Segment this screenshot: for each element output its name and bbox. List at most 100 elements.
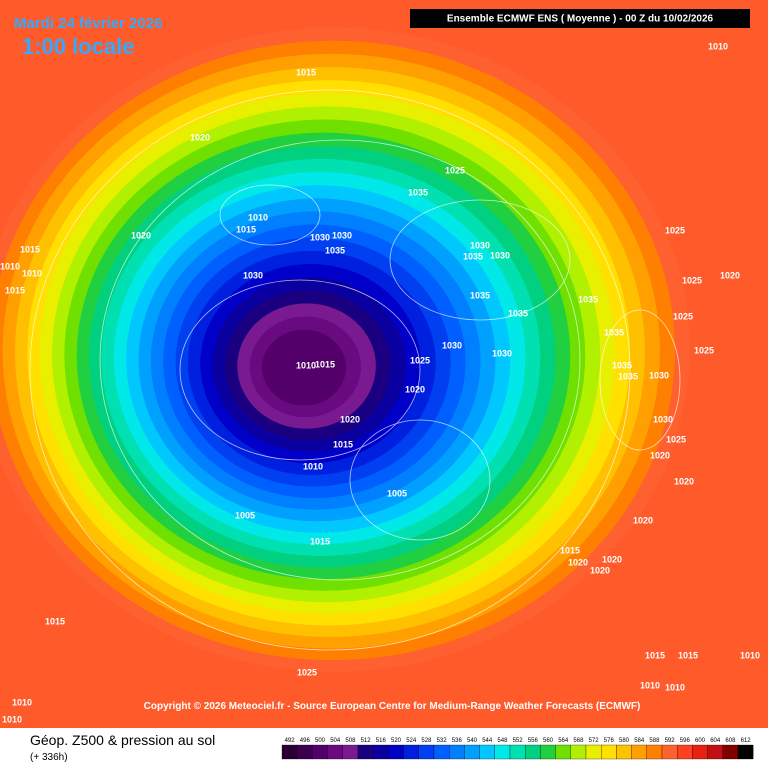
z500-band xyxy=(262,329,346,406)
colorbar-label: 536 xyxy=(452,738,463,744)
colorbar-swatch xyxy=(312,744,328,760)
isobar-label: 1015 xyxy=(236,224,256,234)
isobar-label: 1025 xyxy=(410,355,430,365)
colorbar-label: 572 xyxy=(589,738,600,744)
colorbar-swatch xyxy=(418,744,435,760)
isobar-label: 1030 xyxy=(310,232,330,242)
colorbar: 492 496 500 504 508 512 516 520 524 528 532 536 540 5… xyxy=(281,738,754,760)
colorbar-label: 500 xyxy=(315,738,326,744)
colorbar-label: 544 xyxy=(482,738,493,744)
isobar-label: 1015 xyxy=(645,650,665,660)
colorbar-label: 512 xyxy=(361,738,372,744)
colorbar-swatch xyxy=(722,744,739,760)
isobar-lines xyxy=(29,89,681,651)
colorbar-swatch xyxy=(631,744,647,760)
isobar-label: 1020 xyxy=(568,557,588,567)
colorbar-label: 576 xyxy=(604,738,615,744)
isobar-label: 1035 xyxy=(618,371,638,381)
isobar-label: 1020 xyxy=(602,554,622,564)
colorbar-label: 532 xyxy=(437,738,448,744)
isobar-label: 1010 xyxy=(296,360,316,370)
colorbar-swatch xyxy=(661,744,678,760)
isobar-label: 1025 xyxy=(673,311,693,321)
isobar-label: 1035 xyxy=(612,360,632,370)
isobar-label: 1010 xyxy=(665,682,685,692)
isobar-label: 1035 xyxy=(463,251,483,261)
colorbar-swatch xyxy=(403,744,419,760)
colorbar-label: 604 xyxy=(710,738,721,744)
colorbar-swatch xyxy=(342,744,359,760)
colorbar-swatch xyxy=(479,744,495,760)
isobar-label: 1010 xyxy=(2,714,22,724)
isobar-label: 1025 xyxy=(297,667,317,677)
colorbar-swatch xyxy=(357,744,374,760)
colorbar-label: 504 xyxy=(330,738,341,744)
colorbar-swatch xyxy=(677,744,693,760)
colorbar-swatch xyxy=(570,744,587,760)
isobar-label: 1025 xyxy=(445,165,465,175)
isobar-label: 1015 xyxy=(20,244,40,254)
legend-title: Géop. Z500 & pression au sol xyxy=(30,732,215,748)
colorbar-label: 552 xyxy=(513,738,524,744)
isobar-label: 1015 xyxy=(315,359,335,369)
colorbar-swatch xyxy=(509,744,526,760)
isobar-label: 1030 xyxy=(442,340,462,350)
isobar-label: 1020 xyxy=(340,414,360,424)
isobar-label: 1035 xyxy=(604,327,624,337)
colorbar-swatch xyxy=(373,744,389,760)
isobar-label: 1035 xyxy=(508,308,528,318)
isobar-label: 1020 xyxy=(650,450,670,460)
colorbar-swatch xyxy=(601,744,617,760)
geopotential-bands xyxy=(0,27,690,672)
colorbar-swatch xyxy=(327,744,343,760)
isobar-label: 1035 xyxy=(470,290,490,300)
colorbar-label: 592 xyxy=(665,738,676,744)
colorbar-label: 492 xyxy=(285,738,296,744)
isobar-label: 1025 xyxy=(665,225,685,235)
colorbar-swatch xyxy=(616,744,632,760)
colorbar-swatch xyxy=(388,744,404,760)
isobar-label: 1020 xyxy=(720,270,740,280)
colorbar-swatch xyxy=(281,744,298,760)
colorbar-label: 608 xyxy=(725,738,736,744)
isobar-label: 1035 xyxy=(578,294,598,304)
time: 1:00 locale xyxy=(22,34,135,59)
isobar-label: 1030 xyxy=(470,240,490,250)
colorbar-label: 524 xyxy=(406,738,417,744)
colorbar-swatch xyxy=(707,744,723,760)
isobar-label: 1030 xyxy=(243,270,263,280)
colorbar-swatch xyxy=(433,744,450,760)
colorbar-label: 596 xyxy=(680,738,691,744)
isobar-label: 1025 xyxy=(682,275,702,285)
colorbar-swatch xyxy=(297,744,313,760)
model-box xyxy=(410,9,750,28)
model-info: Ensemble ECMWF ENS ( Moyenne ) - 00 Z du… xyxy=(447,14,714,25)
isobar-label: 1005 xyxy=(387,488,407,498)
isobar-label: 1010 xyxy=(248,212,268,222)
colorbar-swatch xyxy=(646,744,663,760)
isobar-label: 1015 xyxy=(310,536,330,546)
colorbar-label: 528 xyxy=(421,738,432,744)
colorbar-label: 588 xyxy=(649,738,660,744)
isobar-label: 1030 xyxy=(649,370,669,380)
isobar-label: 1020 xyxy=(131,230,151,240)
colorbar-label: 612 xyxy=(741,738,752,744)
isobar-label: 1015 xyxy=(333,439,353,449)
colorbar-swatch xyxy=(692,744,708,760)
colorbar-label: 496 xyxy=(300,738,311,744)
colorbar-swatch xyxy=(540,744,556,760)
isobar-label: 1030 xyxy=(332,230,352,240)
colorbar-swatch xyxy=(737,744,754,760)
isobar-label: 1010 xyxy=(640,680,660,690)
isobar-label: 1010 xyxy=(12,697,32,707)
lead-time: (+ 336h) xyxy=(30,752,68,763)
colorbar-label: 548 xyxy=(497,738,508,744)
isobar-label: 1010 xyxy=(22,268,42,278)
colorbar-swatch xyxy=(555,744,571,760)
isobar-label: 1030 xyxy=(653,414,673,424)
isobar-label: 1020 xyxy=(633,515,653,525)
isobar-label: 1020 xyxy=(190,132,210,142)
isobar-label: 1020 xyxy=(674,476,694,486)
colorbar-label: 580 xyxy=(619,738,630,744)
